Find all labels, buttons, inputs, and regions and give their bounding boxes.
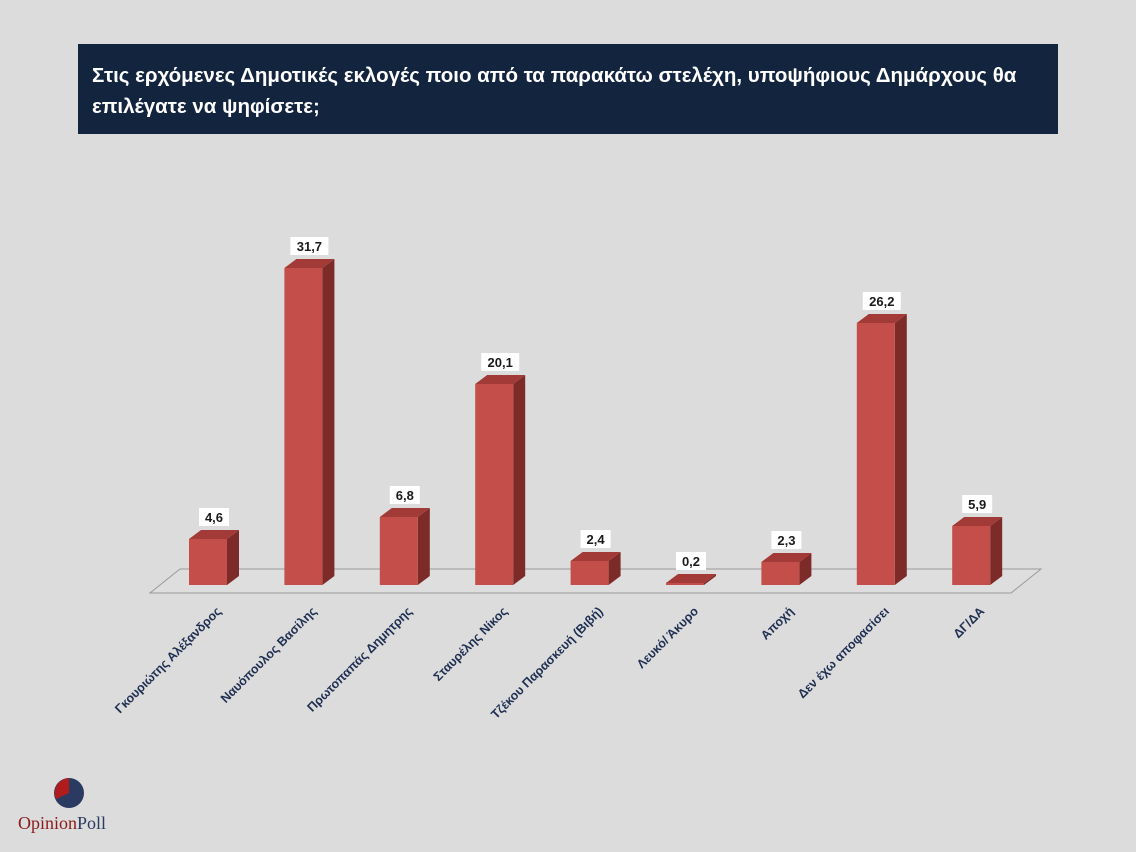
bar-front <box>189 539 227 585</box>
value-label-bg <box>481 353 520 371</box>
value-label-text: 2,3 <box>777 533 795 548</box>
value-label: 2,4 <box>580 530 611 548</box>
bar <box>666 574 716 585</box>
value-label-text: 2,4 <box>587 532 606 547</box>
value-label-text: 26,2 <box>869 294 894 309</box>
bar-top <box>856 314 907 323</box>
value-label-bg <box>676 552 706 570</box>
logo-text: OpinionPoll <box>18 813 106 834</box>
category-label: Δεν έχω αποφασίσει <box>795 604 892 701</box>
bar <box>379 508 430 585</box>
value-label: 6,8 <box>389 486 420 504</box>
logo-text-poll: Poll <box>77 813 107 833</box>
bar <box>856 314 907 585</box>
bar-side <box>704 574 716 585</box>
bar-top <box>284 259 335 268</box>
category-label: Γκουριώτης Αλέξανδρος <box>112 604 224 716</box>
category-label: Ναυόπουλος Βασίλης <box>218 604 320 706</box>
bar-side <box>608 552 621 585</box>
bar-side <box>513 375 526 585</box>
bar-top <box>475 375 526 384</box>
value-label-bg <box>862 292 901 310</box>
category-label: ΔΓ/ΔΑ <box>951 604 988 641</box>
category-label: Τζέκου Παρασκευή (Βιβή) <box>488 604 605 721</box>
bar <box>284 259 335 585</box>
chart-title: Στις ερχόμενες Δημοτικές εκλογές ποιο απ… <box>92 64 1017 118</box>
value-label-bg <box>962 495 993 513</box>
value-label-text: 4,6 <box>205 510 223 525</box>
bar <box>570 552 621 585</box>
value-label-text: 6,8 <box>396 488 414 503</box>
value-label-text: 5,9 <box>968 497 986 512</box>
value-label-bg <box>199 508 229 526</box>
value-labels-group: 4,6 31,7 6,8 20,1 2,4 0,2 2,3 26,2 5,9 <box>199 237 993 570</box>
bar-side <box>990 517 1003 585</box>
value-label-bg <box>290 237 329 255</box>
value-label-text: 20,1 <box>488 355 513 370</box>
bar-front <box>379 517 418 585</box>
value-label: 4,6 <box>199 508 229 526</box>
bar <box>761 553 812 585</box>
bar-top <box>570 552 621 561</box>
bar-side <box>894 314 907 585</box>
bar <box>475 375 526 585</box>
logo-text-opinion: Opinion <box>18 813 78 833</box>
bar-side <box>799 553 812 585</box>
value-label-bg <box>771 531 802 549</box>
bar-side <box>227 530 239 585</box>
value-label-text: 0,2 <box>682 554 700 569</box>
bar-top <box>666 574 716 583</box>
category-label: Πρωτοπαπάς Δημητρης <box>304 604 414 714</box>
value-label: 2,3 <box>771 531 802 549</box>
bar-side <box>322 259 335 585</box>
bar <box>189 530 239 585</box>
category-label: Αποχή <box>758 604 796 642</box>
bar-front <box>284 268 323 585</box>
bar-top <box>761 553 812 562</box>
opinionpoll-logo: OpinionPoll <box>18 775 128 835</box>
bar-front <box>475 384 514 585</box>
bar-front <box>952 526 991 585</box>
bar-front <box>761 562 800 585</box>
bar-front <box>666 583 704 585</box>
category-label: Σταυρέλης Νίκος <box>431 604 511 684</box>
logo-mark-icon <box>54 778 84 808</box>
bar-side <box>417 508 430 585</box>
value-label: 0,2 <box>676 552 706 570</box>
bar-top <box>952 517 1003 526</box>
bar-top <box>379 508 430 517</box>
bar <box>952 517 1003 585</box>
value-label: 5,9 <box>962 495 993 513</box>
category-label: Λευκό/ Άκυρο <box>634 604 701 671</box>
bar-top <box>189 530 239 539</box>
bar-front <box>570 561 609 585</box>
value-label-bg <box>389 486 420 504</box>
value-label-text: 31,7 <box>297 239 322 254</box>
bars-group <box>189 259 1003 585</box>
bar-front <box>856 323 895 585</box>
value-label: 26,2 <box>862 292 901 310</box>
value-label: 31,7 <box>290 237 329 255</box>
value-label: 20,1 <box>481 353 520 371</box>
chart-title-bar: Στις ερχόμενες Δημοτικές εκλογές ποιο απ… <box>78 44 1058 134</box>
value-label-bg <box>580 530 611 548</box>
